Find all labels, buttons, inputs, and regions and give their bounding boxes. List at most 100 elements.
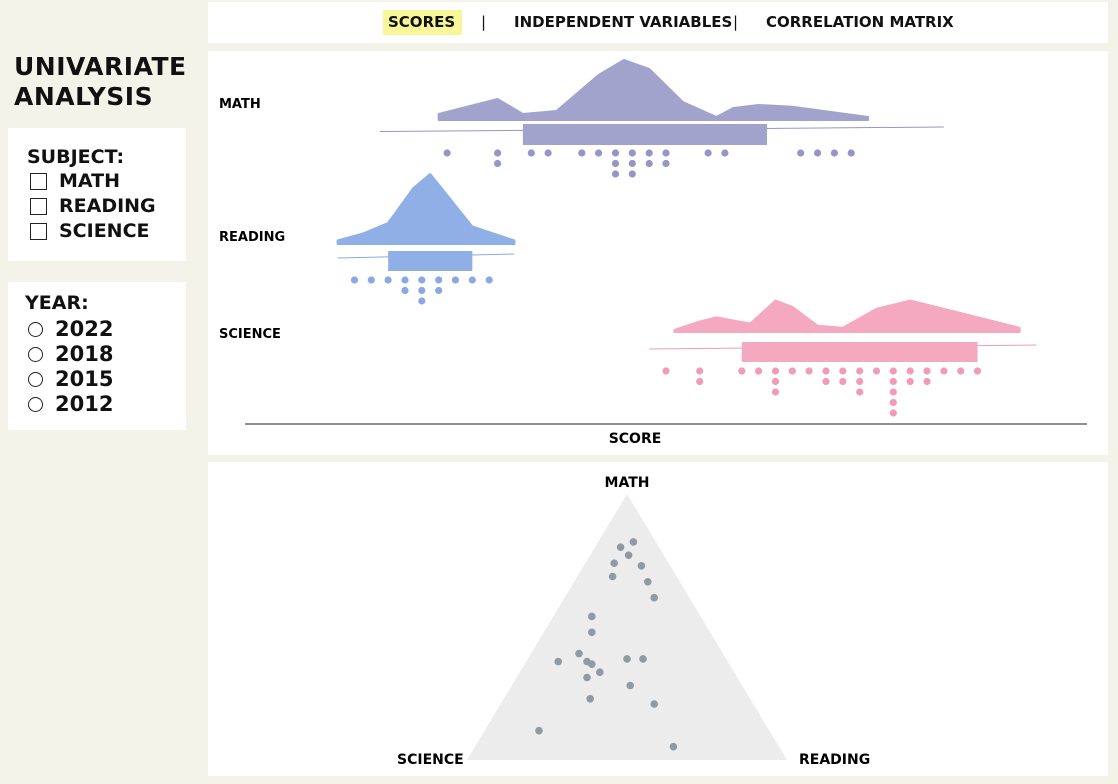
ternary-axis-label-math: MATH xyxy=(605,475,650,491)
ternary-axis-label-science: SCIENCE xyxy=(397,752,464,768)
box-iqr xyxy=(388,251,473,271)
data-point xyxy=(704,149,712,157)
subject-option-science[interactable]: SCIENCE xyxy=(30,220,150,242)
ternary-point xyxy=(644,578,652,586)
ternary-point xyxy=(624,551,633,559)
ternary-point xyxy=(637,562,646,570)
data-point xyxy=(696,367,704,375)
data-point xyxy=(485,276,493,284)
ternary-point xyxy=(588,660,596,668)
ternary-point xyxy=(650,593,658,602)
tab-correlation-matrix[interactable]: CORRELATION MATRIX xyxy=(766,13,954,31)
data-point xyxy=(418,286,426,295)
tab-scores[interactable]: SCORES xyxy=(383,10,462,35)
year-option-label: 2012 xyxy=(55,392,114,416)
ternary-point xyxy=(610,559,618,567)
year-heading: YEAR: xyxy=(25,292,89,314)
checkbox-reading[interactable] xyxy=(30,197,47,215)
data-point xyxy=(797,149,805,157)
data-point xyxy=(923,367,931,375)
year-option-2022[interactable]: 2022 xyxy=(28,317,113,341)
data-point xyxy=(494,159,502,168)
radio-2018[interactable] xyxy=(28,346,43,362)
data-point xyxy=(889,398,897,407)
data-point xyxy=(847,149,855,157)
data-point xyxy=(662,367,670,375)
series-science: SCIENCE xyxy=(219,299,1037,417)
data-point xyxy=(771,377,780,386)
data-point xyxy=(418,297,426,305)
data-point xyxy=(839,367,847,375)
density-curve xyxy=(336,173,516,245)
checkbox-science[interactable] xyxy=(30,222,47,240)
density-curve xyxy=(437,59,870,121)
data-point xyxy=(923,377,931,386)
data-point xyxy=(628,149,636,157)
box-iqr xyxy=(522,124,768,145)
ternary-point xyxy=(623,655,631,663)
data-point xyxy=(401,286,409,295)
data-point xyxy=(771,388,780,396)
data-point xyxy=(662,159,670,168)
data-point xyxy=(889,377,897,386)
radio-2022[interactable] xyxy=(28,321,43,337)
year-option-label: 2022 xyxy=(55,317,114,341)
subject-option-label: MATH xyxy=(59,170,120,192)
year-option-2015[interactable]: 2015 xyxy=(28,367,113,391)
radio-2012[interactable] xyxy=(28,396,43,412)
ternary-axis-label-reading: READING xyxy=(799,752,870,768)
ternary-point xyxy=(650,700,658,708)
data-point xyxy=(872,367,881,375)
data-point xyxy=(527,149,535,157)
data-point xyxy=(418,276,426,284)
data-point xyxy=(443,149,451,157)
series-label: MATH xyxy=(219,97,261,112)
data-point xyxy=(645,159,653,168)
data-point xyxy=(494,149,502,157)
ternary-point xyxy=(588,628,596,637)
series-reading: READING xyxy=(219,173,516,305)
subject-filter-panel: SUBJECT: MATH READING SCIENCE xyxy=(8,128,186,261)
tab-independent-variables[interactable]: INDEPENDENT VARIABLES xyxy=(514,13,733,31)
subject-heading: SUBJECT: xyxy=(27,146,125,168)
data-point xyxy=(578,149,586,157)
data-point xyxy=(696,377,704,386)
year-option-label: 2015 xyxy=(55,367,114,391)
nav-separator: | xyxy=(481,13,487,31)
data-point xyxy=(973,367,982,375)
checkbox-math[interactable] xyxy=(30,172,47,190)
radio-2015[interactable] xyxy=(28,371,43,387)
ternary-point xyxy=(629,538,638,546)
ternary-point xyxy=(554,657,562,666)
data-point xyxy=(468,276,476,284)
data-point xyxy=(822,367,830,375)
ternary-point xyxy=(575,649,583,658)
data-point xyxy=(662,149,670,157)
data-point xyxy=(721,149,729,157)
ternary-point xyxy=(639,655,647,663)
data-point xyxy=(367,276,375,284)
ternary-point xyxy=(596,668,604,676)
ternary-point xyxy=(535,726,543,735)
data-point xyxy=(771,367,780,375)
ternary-point xyxy=(588,612,596,621)
data-point xyxy=(755,367,763,375)
data-point xyxy=(628,159,636,168)
year-option-2018[interactable]: 2018 xyxy=(28,342,113,366)
data-point xyxy=(906,377,914,386)
subject-option-reading[interactable]: READING xyxy=(30,195,156,217)
series-math: MATH xyxy=(219,59,944,178)
year-option-2012[interactable]: 2012 xyxy=(28,392,113,416)
subject-option-math[interactable]: MATH xyxy=(30,170,120,192)
data-point xyxy=(628,170,636,178)
data-point xyxy=(889,388,897,396)
series-label: SCIENCE xyxy=(219,327,281,342)
data-point xyxy=(856,367,864,375)
nav-separator: | xyxy=(733,13,739,31)
data-point xyxy=(384,276,392,284)
data-point xyxy=(957,367,965,375)
nav-bar: SCORES | INDEPENDENT VARIABLES | CORRELA… xyxy=(208,2,1108,43)
data-point xyxy=(544,149,552,157)
series-label: READING xyxy=(219,230,285,245)
data-point xyxy=(805,367,813,375)
